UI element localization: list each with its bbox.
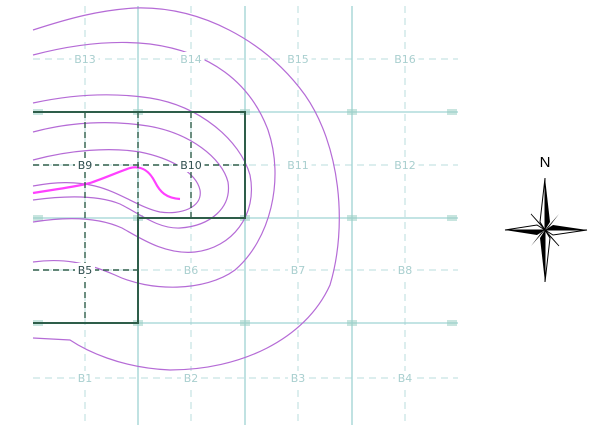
grid-intersection-marker — [447, 215, 457, 221]
compass-north-point-right — [545, 178, 550, 230]
grid-cell-label-b11: B11 — [287, 159, 309, 172]
grid-cell-label-b5: B5 — [78, 264, 93, 277]
compass-west-point-bottom — [505, 230, 545, 235]
north-arrow: N — [505, 154, 587, 282]
grid-cell-label-b16: B16 — [394, 53, 416, 66]
grid-cell-label-b7: B7 — [291, 264, 306, 277]
grid-cell-label-b12: B12 — [394, 159, 416, 172]
grid-intersection-marker — [347, 215, 357, 221]
compass-north-point-left — [540, 178, 545, 230]
grid-intersection-marker — [447, 109, 457, 115]
grid-intersection-marker — [347, 109, 357, 115]
north-label: N — [540, 154, 551, 171]
grid-intersection-marker — [347, 320, 357, 326]
compass-south-point-right — [545, 230, 550, 282]
grid-cell-label-b8: B8 — [398, 264, 413, 277]
grid-cell-label-b15: B15 — [287, 53, 309, 66]
compass-south-point-left — [540, 230, 545, 282]
grid-cell-label-b2: B2 — [184, 372, 199, 385]
grid-intersection-marker — [447, 320, 457, 326]
compass-west-point-top — [505, 225, 545, 230]
grid-cell-label-b3: B3 — [291, 372, 306, 385]
grid-cell-label-b6: B6 — [184, 264, 199, 277]
grid-cell-label-b9: B9 — [78, 159, 93, 172]
grid-intersection-marker — [240, 320, 250, 326]
grid-cell-label-b10: B10 — [180, 159, 202, 172]
grid-cell-label-b4: B4 — [398, 372, 413, 385]
grid-cell-label-b1: B1 — [78, 372, 93, 385]
compass-east-point-top — [545, 225, 587, 230]
grid-cell-label-b14: B14 — [180, 53, 202, 66]
compass-east-point-bottom — [545, 230, 587, 235]
grid-cell-label-b13: B13 — [74, 53, 96, 66]
grid-intersection-marker — [33, 215, 43, 221]
